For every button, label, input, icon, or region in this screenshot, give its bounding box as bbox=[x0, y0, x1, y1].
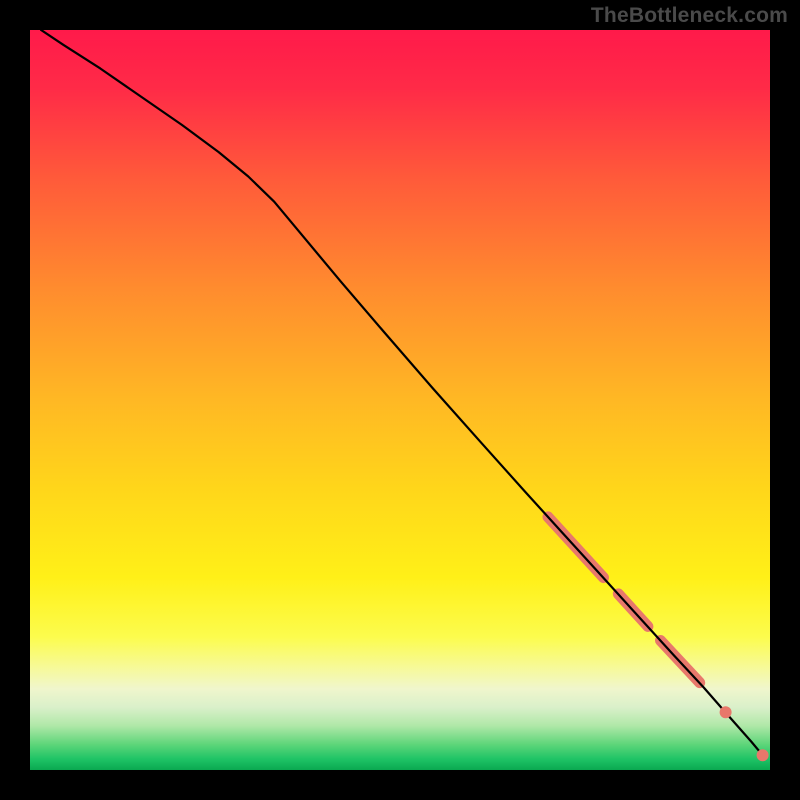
marker-dot bbox=[757, 749, 769, 761]
marker-dot bbox=[720, 706, 732, 718]
chart-frame: TheBottleneck.com bbox=[0, 0, 800, 800]
curve-path bbox=[41, 30, 763, 755]
watermark-text: TheBottleneck.com bbox=[591, 4, 788, 28]
chart-overlay bbox=[30, 30, 770, 770]
